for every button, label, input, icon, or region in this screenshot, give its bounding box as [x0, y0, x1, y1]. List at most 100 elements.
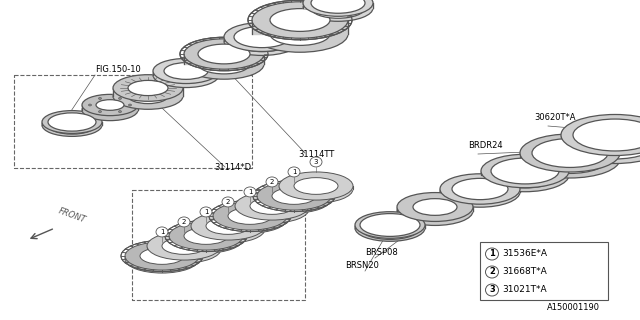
- Ellipse shape: [128, 88, 168, 104]
- Polygon shape: [147, 246, 221, 249]
- Ellipse shape: [213, 205, 287, 233]
- Ellipse shape: [213, 202, 287, 230]
- Ellipse shape: [206, 218, 250, 234]
- Ellipse shape: [96, 100, 124, 110]
- Ellipse shape: [486, 266, 499, 278]
- Ellipse shape: [272, 191, 316, 207]
- Ellipse shape: [491, 162, 559, 188]
- Polygon shape: [224, 37, 300, 41]
- Text: 31536E*A: 31536E*A: [502, 250, 547, 259]
- Ellipse shape: [48, 113, 96, 131]
- Ellipse shape: [222, 197, 234, 207]
- Polygon shape: [184, 54, 264, 64]
- Ellipse shape: [252, 2, 348, 38]
- Ellipse shape: [178, 217, 190, 227]
- Polygon shape: [561, 135, 640, 143]
- Ellipse shape: [520, 140, 620, 178]
- Ellipse shape: [235, 192, 309, 220]
- Ellipse shape: [200, 207, 212, 217]
- Ellipse shape: [270, 23, 330, 45]
- Ellipse shape: [294, 180, 338, 197]
- Polygon shape: [257, 196, 331, 199]
- Text: 1: 1: [292, 169, 296, 175]
- Text: 3: 3: [489, 285, 495, 294]
- Ellipse shape: [440, 174, 520, 204]
- Ellipse shape: [303, 0, 373, 21]
- Ellipse shape: [184, 49, 264, 79]
- Ellipse shape: [129, 104, 131, 106]
- Text: FRONT: FRONT: [57, 207, 87, 225]
- Ellipse shape: [140, 251, 184, 268]
- Text: 31114*D: 31114*D: [214, 163, 251, 172]
- Ellipse shape: [153, 59, 219, 84]
- Ellipse shape: [257, 182, 331, 210]
- Polygon shape: [303, 3, 373, 8]
- Text: A150001190: A150001190: [547, 303, 600, 312]
- Ellipse shape: [153, 62, 219, 88]
- Ellipse shape: [244, 187, 256, 197]
- Ellipse shape: [88, 104, 92, 106]
- Ellipse shape: [113, 75, 183, 101]
- Polygon shape: [153, 71, 219, 75]
- Ellipse shape: [573, 127, 640, 159]
- Ellipse shape: [279, 175, 353, 203]
- Text: FIG.150-10: FIG.150-10: [95, 65, 141, 74]
- Ellipse shape: [184, 39, 264, 69]
- Ellipse shape: [191, 212, 265, 240]
- Text: BRWA05: BRWA05: [278, 31, 314, 40]
- Ellipse shape: [303, 0, 373, 16]
- Ellipse shape: [397, 196, 473, 225]
- Polygon shape: [213, 216, 287, 219]
- Ellipse shape: [311, 0, 365, 18]
- Ellipse shape: [48, 116, 96, 134]
- Polygon shape: [397, 207, 473, 211]
- Ellipse shape: [147, 232, 221, 260]
- Ellipse shape: [311, 0, 365, 13]
- Text: BRSP08: BRSP08: [365, 248, 397, 257]
- Ellipse shape: [452, 178, 508, 200]
- Polygon shape: [440, 189, 520, 192]
- Ellipse shape: [272, 188, 316, 204]
- Ellipse shape: [42, 111, 102, 133]
- Ellipse shape: [198, 54, 250, 74]
- Ellipse shape: [310, 157, 322, 167]
- Ellipse shape: [257, 185, 331, 213]
- Ellipse shape: [294, 178, 338, 194]
- Polygon shape: [191, 226, 265, 229]
- Text: 3: 3: [314, 159, 318, 165]
- Text: 1: 1: [489, 250, 495, 259]
- Ellipse shape: [397, 193, 473, 221]
- Ellipse shape: [413, 199, 457, 215]
- Ellipse shape: [532, 139, 608, 167]
- Polygon shape: [125, 256, 199, 259]
- Ellipse shape: [125, 245, 199, 273]
- Polygon shape: [279, 186, 353, 189]
- Polygon shape: [252, 20, 348, 34]
- Polygon shape: [82, 105, 138, 110]
- Ellipse shape: [99, 97, 102, 100]
- Polygon shape: [169, 236, 243, 239]
- Ellipse shape: [440, 177, 520, 207]
- Ellipse shape: [520, 134, 620, 172]
- Ellipse shape: [266, 177, 278, 187]
- Text: 31668T*A: 31668T*A: [502, 268, 547, 276]
- Ellipse shape: [42, 114, 102, 136]
- Polygon shape: [481, 171, 569, 175]
- Ellipse shape: [156, 227, 168, 237]
- Ellipse shape: [234, 26, 290, 48]
- Polygon shape: [113, 88, 183, 96]
- Text: 31537T*A: 31537T*A: [420, 208, 461, 217]
- Text: 2: 2: [226, 199, 230, 205]
- Ellipse shape: [481, 154, 569, 188]
- Ellipse shape: [234, 30, 290, 52]
- Ellipse shape: [413, 203, 457, 220]
- Ellipse shape: [164, 67, 208, 83]
- Ellipse shape: [118, 111, 122, 113]
- Ellipse shape: [228, 208, 272, 224]
- Polygon shape: [42, 122, 102, 125]
- Ellipse shape: [162, 238, 206, 254]
- Text: 31114TT: 31114TT: [298, 150, 334, 159]
- Ellipse shape: [360, 214, 420, 236]
- Ellipse shape: [486, 284, 499, 296]
- Ellipse shape: [486, 248, 499, 260]
